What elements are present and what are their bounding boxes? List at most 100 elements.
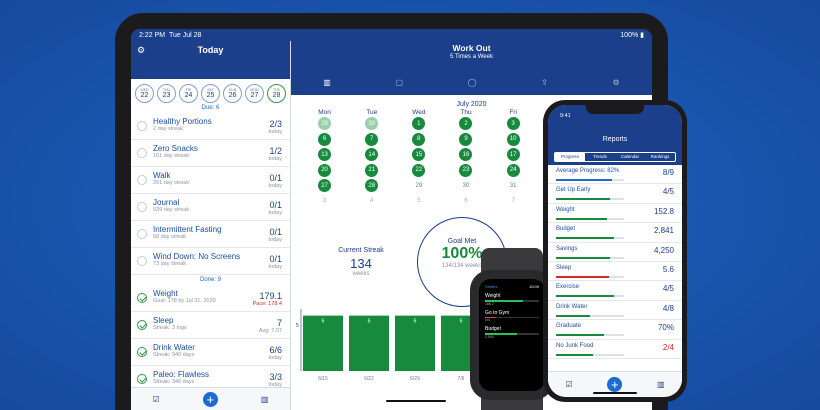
tab-settings-icon[interactable]: ⚙ xyxy=(612,77,620,87)
calendar-cell[interactable]: 27 xyxy=(301,178,348,194)
habit-checkbox[interactable] xyxy=(137,374,147,384)
calendar-cell[interactable]: 21 xyxy=(348,163,395,179)
add-habit-button[interactable]: + xyxy=(202,391,218,407)
report-row[interactable]: Average Progress: 82% 8/9 xyxy=(548,165,682,185)
habit-checkbox[interactable] xyxy=(137,293,147,303)
report-row[interactable]: Sleep 5.6 xyxy=(548,262,682,282)
chart-bar[interactable] xyxy=(303,315,343,371)
calendar-cell[interactable]: 16 xyxy=(442,147,489,163)
habit-checkbox[interactable] xyxy=(137,148,147,158)
segment-trends[interactable]: Trends xyxy=(593,154,607,159)
report-row[interactable]: Get Up Early 4/5 xyxy=(548,184,682,204)
habit-row[interactable]: Sleep Streak: 3 logs 7 Avg: 7.07 xyxy=(131,312,290,339)
gear-icon[interactable]: ⚙ xyxy=(137,45,146,55)
day-number: 28 xyxy=(272,91,281,99)
calendar-cell[interactable]: 22 xyxy=(395,163,442,179)
calendar-day: 23 xyxy=(459,163,473,177)
calendar-cell[interactable]: 17 xyxy=(490,147,537,163)
habit-row[interactable]: Zero Snacks 161 day streak 1/2 today xyxy=(131,140,290,167)
watch-item[interactable]: Budget 2,500 xyxy=(485,326,539,339)
calendar-cell[interactable]: 29 xyxy=(395,178,442,194)
checklist-icon[interactable]: ☑ xyxy=(565,380,573,389)
calendar-cell[interactable]: 31 xyxy=(490,178,537,194)
calendar-cell[interactable]: 30 xyxy=(442,178,489,194)
chart-bar[interactable] xyxy=(349,315,389,371)
calendar-cell[interactable]: 15 xyxy=(395,147,442,163)
calendar-cell[interactable]: 7 xyxy=(348,132,395,148)
day-circle[interactable]: FRI 24 xyxy=(179,84,198,103)
calendar-cell[interactable]: 8 xyxy=(395,132,442,148)
habit-checkbox[interactable] xyxy=(137,256,147,266)
day-circle[interactable]: WED 22 xyxy=(135,84,154,103)
watch-item[interactable]: Weight 186.2 xyxy=(485,293,539,306)
reports-icon[interactable]: ▥ xyxy=(657,380,665,389)
habit-checkbox[interactable] xyxy=(137,229,147,239)
calendar-cell[interactable]: 6 xyxy=(442,194,489,210)
report-row[interactable]: Savings 4,250 xyxy=(548,243,682,262)
day-name: MON xyxy=(250,87,259,92)
day-circle[interactable]: TUE 28 xyxy=(267,84,286,103)
calendar-cell[interactable]: 13 xyxy=(301,147,348,163)
report-row[interactable]: Exercise 4/5 xyxy=(548,281,682,301)
apple-watch: Strides 10:09 Weight 186.2 Go to Gym 0/4 Bud… xyxy=(470,270,554,400)
segment-calendar[interactable]: Calendar xyxy=(620,154,640,159)
day-circle[interactable]: THU 23 xyxy=(157,84,176,103)
calendar-cell[interactable]: 30 xyxy=(348,116,395,132)
calendar-cell[interactable]: 6 xyxy=(301,132,348,148)
done-label: Done: 9 xyxy=(199,277,221,283)
calendar-cell[interactable]: 20 xyxy=(301,163,348,179)
calendar-cell[interactable]: 28 xyxy=(348,178,395,194)
calendar-cell[interactable]: 3 xyxy=(301,194,348,210)
calendar-cell[interactable]: 5 xyxy=(395,194,442,210)
day-circle[interactable]: SUN 26 xyxy=(223,84,242,103)
add-button[interactable]: + xyxy=(607,377,623,392)
report-row[interactable]: No Junk Food 2/4 xyxy=(548,340,682,359)
habit-checkbox[interactable] xyxy=(137,347,147,357)
habit-checkbox[interactable] xyxy=(137,175,147,185)
report-row[interactable]: Graduate 70% xyxy=(548,320,682,340)
habit-checkbox[interactable] xyxy=(137,320,147,330)
tab-notes-icon[interactable]: ◯ xyxy=(467,77,477,87)
habit-checkbox[interactable] xyxy=(137,202,147,212)
habit-row[interactable]: Walk 261 day streak 0/1 today xyxy=(131,167,290,194)
status-bar: 2:22 PM Tue Jul 28 100% ▮ xyxy=(131,29,652,41)
calendar-cell[interactable]: 23 xyxy=(442,163,489,179)
tab-log-icon[interactable]: ▢ xyxy=(395,77,404,87)
segment-progress[interactable]: Progress xyxy=(555,153,585,161)
calendar-cell[interactable]: 29 xyxy=(301,116,348,132)
calendar-cell[interactable]: 14 xyxy=(348,147,395,163)
habit-row[interactable]: Healthy Portions 2 day streak 2/3 today xyxy=(131,113,290,140)
habit-row[interactable]: Wind Down: No Screens 73 day streak 0/1 tod… xyxy=(131,248,290,275)
calendar-cell[interactable]: 1 xyxy=(395,116,442,132)
calendar-cell[interactable]: 24 xyxy=(490,163,537,179)
calendar-cell[interactable]: 9 xyxy=(442,132,489,148)
habit-row[interactable]: Weight Goal: 178 by Jul 31, 2020 179.1 Pace… xyxy=(131,285,290,312)
report-row[interactable]: Budget 2,841 xyxy=(548,223,682,243)
day-circle[interactable]: MON 27 xyxy=(245,84,264,103)
calendar-cell[interactable]: 2 xyxy=(442,116,489,132)
calendar-cell[interactable]: 3 xyxy=(490,116,537,132)
tab-chart-icon[interactable]: ▥ xyxy=(323,77,331,87)
habit-row[interactable]: Intermittent Fasting 58 day streak 0/1 toda… xyxy=(131,221,290,248)
chart-bar[interactable] xyxy=(395,315,435,371)
watch-item[interactable]: Go to Gym 0/4 xyxy=(485,310,539,322)
day-circle[interactable]: SAT 25 xyxy=(201,84,220,103)
report-row[interactable]: Drink Water 4/8 xyxy=(548,301,682,321)
segment-rankings[interactable]: Rankings xyxy=(650,154,670,159)
report-value: 4,250 xyxy=(653,245,674,255)
calendar-cell[interactable]: 7 xyxy=(490,194,537,210)
calendar-cell[interactable]: 10 xyxy=(490,132,537,148)
checklist-icon[interactable]: ☑ xyxy=(152,394,160,404)
tab-share-icon[interactable]: ⇪ xyxy=(541,77,548,87)
habit-row[interactable]: Drink Water Streak: 940 days 6/6 today xyxy=(131,339,290,366)
calendar-cell[interactable]: 4 xyxy=(348,194,395,210)
habit-row[interactable]: Journal 939 day streak 0/1 today xyxy=(131,194,290,221)
calendar-day: 6 xyxy=(464,198,468,205)
report-row[interactable]: Weight 152.8 xyxy=(548,204,682,224)
reports-icon[interactable]: ▥ xyxy=(260,394,269,404)
habit-value: 2/3 xyxy=(269,119,282,129)
habit-checkbox[interactable] xyxy=(137,121,147,131)
goal-sub: 134/134 weeks xyxy=(441,263,483,269)
page-title: Today xyxy=(197,45,224,55)
habit-value-block: 0/1 today xyxy=(269,227,282,243)
